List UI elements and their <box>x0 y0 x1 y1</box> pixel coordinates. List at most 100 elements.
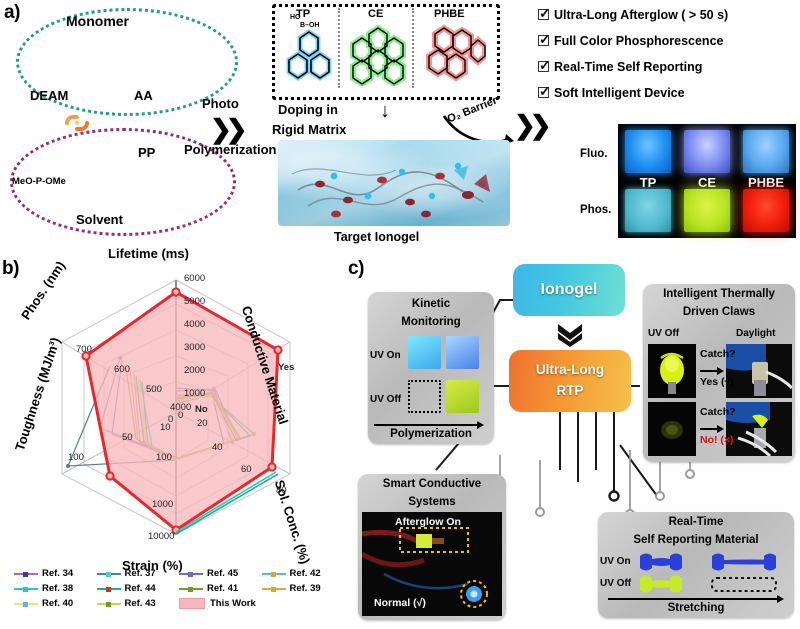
tick-phos-600: 600 <box>114 364 130 375</box>
radar-chart: Lifetime (ms) Conductive Material Sol. C… <box>0 246 345 624</box>
chevron-right-icon-2: ❯❯ <box>514 110 551 140</box>
photo-cell-tp: TP <box>620 126 676 236</box>
legend-label-this-work: This Work <box>210 598 256 609</box>
solvent-pp-label: PP <box>138 145 156 160</box>
selfreport-uv-off-label: UV Off <box>600 578 632 589</box>
rtp-pill-label-2: RTP <box>556 383 584 398</box>
ionogel-pill[interactable]: Ionogel <box>513 264 625 316</box>
solvent-ellipse <box>10 128 236 236</box>
tick-solconc-60: 60 <box>241 464 252 475</box>
tick-lifetime-3000: 3000 <box>184 342 206 353</box>
legend-item-ref42[interactable]: Ref. 42 <box>261 568 345 579</box>
kinetic-title-1: Kinetic <box>411 298 451 310</box>
kinetic-sq-on-right <box>446 336 479 369</box>
tick-conductive-yes: Yes <box>278 362 295 373</box>
selfreport-uv-on-label: UV On <box>600 556 631 567</box>
legend-item-ref39[interactable]: Ref. 39 <box>261 583 345 594</box>
photo-tp-fluo <box>625 130 671 173</box>
photo-ce-phos <box>684 189 730 232</box>
photo-phbe-fluo <box>743 130 789 173</box>
legend-label-ref34: Ref. 34 <box>42 568 74 579</box>
dopant-phbe-label: PHBE <box>434 8 465 20</box>
legend-item-ref45[interactable]: Ref. 45 <box>179 568 262 579</box>
dopant-tp-label: TP <box>296 8 311 20</box>
ionogel-pill-label: Ionogel <box>540 281 598 298</box>
tick-lifetime-5000: 5000 <box>184 296 206 307</box>
tick-toughness-50: 50 <box>122 432 133 443</box>
axis-title-strain: Strain (%) <box>122 558 183 573</box>
claws-arrow-1 <box>700 370 718 372</box>
tick-solconc-20: 20 <box>197 418 208 429</box>
photo-label: Photo <box>202 96 239 111</box>
photo-tp-name: TP <box>639 175 657 190</box>
tick-phos-700: 700 <box>76 344 92 355</box>
claws-photo-daylight-1 <box>726 344 792 398</box>
legend-swatch-this-work <box>179 598 205 609</box>
legend-item-ref38[interactable]: Ref. 38 <box>14 583 97 594</box>
legend-item-ref37[interactable]: Ref. 37 <box>96 568 180 579</box>
photo-strip: TP CE PHBE <box>618 124 796 238</box>
legend-grid: Ref. 34 Ref. 37 Ref. 45 Ref. 42 Ref. 38 … <box>14 568 344 609</box>
claws-arrow-2 <box>700 428 718 430</box>
ce-molecule-icon <box>350 24 406 86</box>
axis-title-lifetime: Lifetime (ms) <box>108 246 189 261</box>
down-arrow-icon: ↓ <box>380 100 390 122</box>
checklist-item-0: Ultra-Long Afterglow ( > 50 s) <box>538 5 728 22</box>
claws-arrow-head-1-icon <box>717 367 724 375</box>
ionogel-block-illustration <box>278 140 510 226</box>
selfreport-title-1: Real-Time <box>668 516 724 528</box>
photo-cell-ce: CE <box>679 126 735 236</box>
solvent-formula: MeO-P-OMe <box>12 176 66 187</box>
selfreport-title-2: Self Reporting Material <box>633 534 759 546</box>
kinetic-uv-on-label: UV On <box>370 350 401 361</box>
dopant-ce-label: CE <box>368 8 384 20</box>
tp-boh-label: B–OH <box>300 22 320 29</box>
checklist-text-2: Real-Time Self Reporting <box>554 60 703 74</box>
kinetic-title-2: Monitoring <box>401 316 461 328</box>
fluo-row-label: Fluo. <box>580 148 608 160</box>
claws-photo-uvoff-2 <box>648 402 696 456</box>
tick-solconc-80: 80 <box>276 485 287 496</box>
legend-item-ref34[interactable]: Ref. 34 <box>14 568 97 579</box>
tick-lifetime-0: 0 <box>178 410 184 421</box>
claws-arrow-head-2-icon <box>717 425 724 433</box>
ultra-long-rtp-pill[interactable]: Ultra-Long RTP <box>509 350 631 412</box>
legend-item-ref41[interactable]: Ref. 41 <box>179 583 262 594</box>
phbe-molecule-icon <box>426 24 486 82</box>
legend-label-ref43: Ref. 43 <box>124 598 156 609</box>
smart-afterglow-label: Afterglow On <box>395 516 461 528</box>
legend-item-ref43[interactable]: Ref. 43 <box>96 598 180 609</box>
dopant-divider-1 <box>338 8 340 88</box>
legend-item-ref40[interactable]: Ref. 40 <box>14 598 97 609</box>
tick-conductive-no: No <box>195 404 208 415</box>
monomer-aa-label: AA <box>134 88 153 103</box>
tick-toughness-0: 0 <box>168 414 174 425</box>
legend-label-ref45: Ref. 45 <box>207 568 239 579</box>
panel-b-letter: b) <box>2 258 19 279</box>
tick-strain-1000: 1000 <box>152 499 174 510</box>
doping-line2: Rigid Matrix <box>272 122 347 137</box>
checkbox-icon-3 <box>538 83 551 100</box>
monomer-label: Monomer <box>66 13 129 29</box>
claws-catch-1: Catch? <box>700 348 736 360</box>
legend-item-ref44[interactable]: Ref. 44 <box>96 583 180 594</box>
claws-photo-daylight-2 <box>726 402 792 456</box>
photo-ce-name: CE <box>697 175 717 190</box>
tick-strain-10000: 10000 <box>148 531 175 542</box>
radar-legend: Ref. 34 Ref. 37 Ref. 45 Ref. 42 Ref. 38 … <box>14 568 344 609</box>
polymerization-label: Polymerization <box>184 142 277 157</box>
down-chevron-icon <box>555 322 585 348</box>
target-ionogel-label: Target Ionogel <box>334 230 420 244</box>
tp-molecule-icon <box>286 28 332 82</box>
tick-lifetime-2000: 2000 <box>184 365 206 376</box>
legend-label-ref39: Ref. 39 <box>289 583 321 594</box>
photo-tp-phos <box>625 189 671 232</box>
rtp-pill-label-1: Ultra-Long <box>535 362 605 378</box>
tick-phos-400: 400 <box>170 402 186 413</box>
checklist-text-3: Soft Intelligent Device <box>554 86 685 100</box>
radar-svg <box>61 279 291 535</box>
claws-col2-label: Daylight <box>736 328 776 339</box>
kinetic-uv-off-label: UV Off <box>370 394 402 405</box>
legend-item-this-work[interactable]: This Work <box>179 598 262 609</box>
checkbox-icon-0 <box>538 5 551 22</box>
